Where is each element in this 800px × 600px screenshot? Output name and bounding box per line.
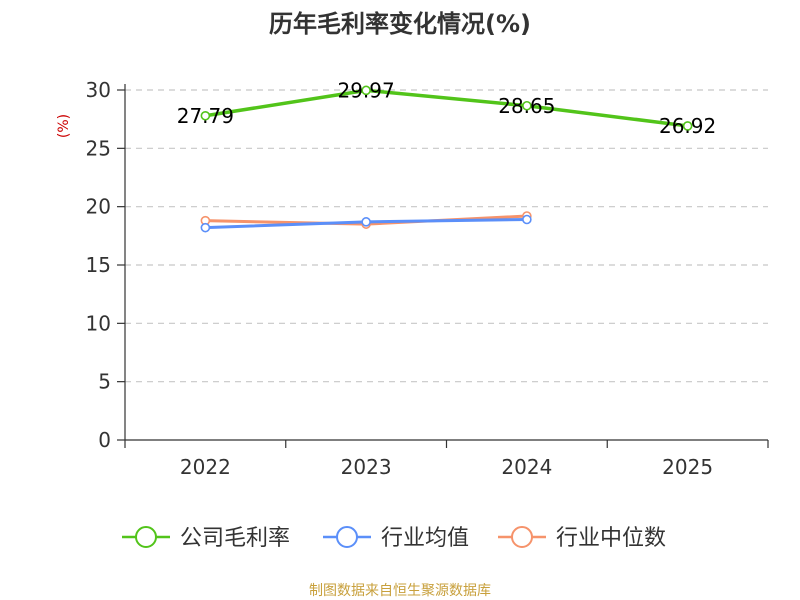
legend-marker (135, 526, 157, 548)
series-layer (200, 85, 693, 233)
legend-marker (511, 526, 533, 548)
data-label: 26.92 (659, 114, 716, 138)
y-tick-label: 15 (86, 253, 111, 277)
y-tick-label: 5 (98, 370, 111, 394)
data-point (522, 100, 532, 111)
chart-title: 历年毛利率变化情况(%) (269, 10, 531, 38)
x-tick-label: 2025 (662, 455, 713, 479)
data-point (200, 110, 211, 121)
legend-item[interactable]: 行业中位数 (498, 526, 666, 551)
legend-label: 行业中位数 (556, 526, 666, 551)
x-tick-label: 2022 (180, 455, 231, 479)
legend-label: 行业均值 (381, 526, 469, 551)
data-label: 29.97 (337, 78, 394, 102)
legend-item[interactable]: 公司毛利率 (122, 526, 290, 551)
data-point (361, 217, 371, 227)
y-tick-label: 20 (86, 195, 111, 219)
data-point (682, 121, 693, 131)
x-tick-label: 2024 (501, 455, 552, 479)
series-line (205, 88, 688, 128)
y-tick-label: 30 (86, 78, 111, 102)
gridlines (125, 89, 768, 383)
y-tick-label: 10 (86, 311, 111, 335)
data-point (522, 214, 532, 225)
y-tick-label: 0 (98, 428, 111, 452)
data-label: 27.79 (177, 104, 234, 128)
legend-item[interactable]: 行业均值 (323, 526, 469, 551)
y-axis-label: (%) (56, 114, 72, 138)
y-tick-label: 25 (86, 136, 111, 160)
legend: 公司毛利率 行业均值 行业中位数 (122, 526, 666, 551)
legend-label: 公司毛利率 (180, 526, 290, 551)
source-note: 制图数据来自恒生聚源数据库 (309, 583, 491, 599)
x-tick-label: 2023 (341, 455, 392, 479)
data-point (200, 222, 211, 233)
data-point (361, 85, 371, 96)
legend-marker (336, 526, 358, 548)
series-1 (200, 214, 532, 233)
series-0 (200, 85, 693, 131)
data-label: 28.65 (498, 94, 555, 118)
data-labels: 27.79 29.97 28.65 26.92 (177, 78, 717, 138)
